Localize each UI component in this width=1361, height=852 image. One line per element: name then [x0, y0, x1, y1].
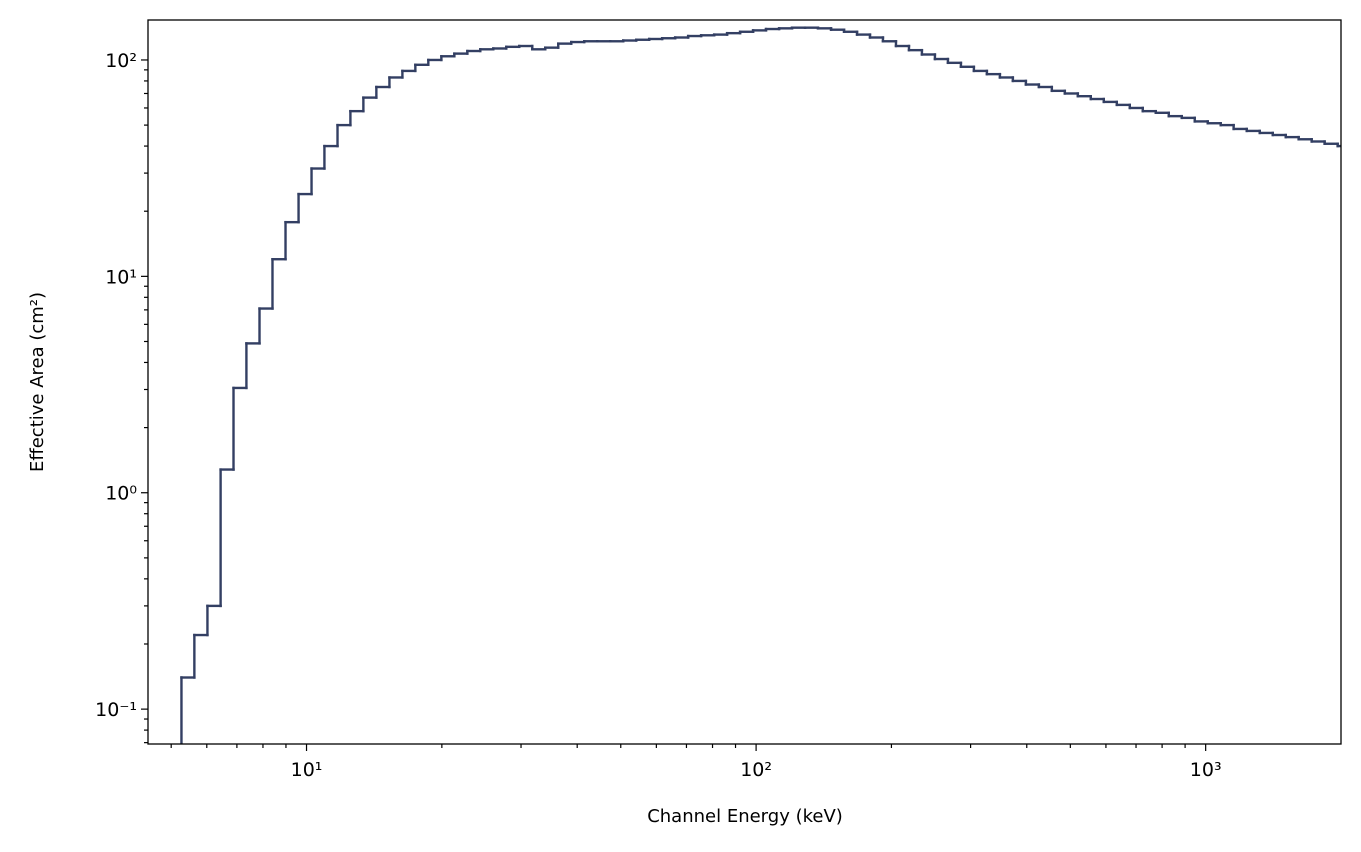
plot-area — [180, 26, 1341, 744]
y-tick-label: 10¹ — [105, 266, 137, 288]
axes-frame — [147, 19, 1342, 745]
y-axis-title: Effective Area (cm²) — [27, 292, 48, 472]
x-tick-label: 10³ — [1190, 759, 1222, 781]
y-tick-label: 10⁰ — [105, 483, 137, 505]
y-tick-label: 10⁻¹ — [95, 699, 137, 721]
x-tick-label: 10¹ — [291, 759, 323, 781]
y-tick-label: 10² — [105, 50, 137, 72]
x-tick-label: 10² — [740, 759, 772, 781]
x-axis-title: Channel Energy (keV) — [647, 806, 843, 827]
